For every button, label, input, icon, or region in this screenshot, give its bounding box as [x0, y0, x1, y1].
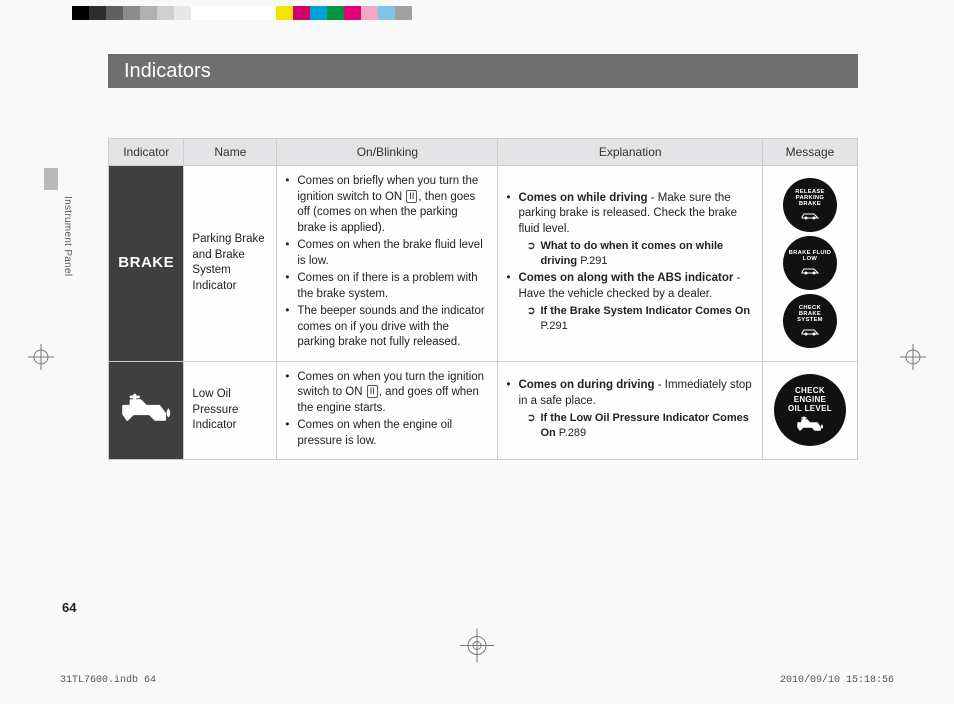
- color-swatch: [344, 6, 361, 20]
- car-icon: [800, 265, 820, 277]
- list-item: The beeper sounds and the indicator come…: [285, 304, 489, 351]
- color-swatch: [259, 6, 276, 20]
- list-item: Comes on when the brake fluid level is l…: [285, 238, 489, 269]
- brake-icon: BRAKE: [118, 254, 174, 271]
- oil-can-icon: [795, 416, 825, 434]
- color-swatch: [378, 6, 395, 20]
- oil-can-icon: [117, 393, 175, 427]
- color-swatch: [395, 6, 412, 20]
- list-item: Comes on when the engine oil pressure is…: [285, 418, 489, 449]
- color-swatch: [140, 6, 157, 20]
- column-header: Indicator: [109, 139, 184, 166]
- page-reference: If the Brake System Indicator Comes On P…: [518, 304, 753, 334]
- car-icon: [800, 210, 820, 222]
- column-header: On/Blinking: [277, 139, 498, 166]
- color-swatch: [72, 6, 89, 20]
- car-icon: [800, 326, 820, 338]
- list-item: Comes on while driving - Make sure the p…: [506, 191, 753, 269]
- crop-mark-center: [460, 629, 494, 668]
- indicators-table: IndicatorNameOn/BlinkingExplanationMessa…: [108, 138, 858, 460]
- on-blinking-cell: Comes on briefly when you turn the ignit…: [277, 166, 498, 362]
- color-swatch: [123, 6, 140, 20]
- crop-mark-right: [900, 344, 926, 370]
- message-cell: CHECKENGINEOIL LEVEL: [762, 361, 857, 460]
- color-swatch: [242, 6, 259, 20]
- on-blinking-cell: Comes on when you turn the ignition swit…: [277, 361, 498, 460]
- color-swatch: [89, 6, 106, 20]
- list-item: Comes on briefly when you turn the ignit…: [285, 174, 489, 236]
- color-swatch: [361, 6, 378, 20]
- indicator-name: Low Oil Pressure Indicator: [184, 361, 277, 460]
- crop-mark-left: [28, 344, 54, 370]
- print-color-bar: [72, 6, 412, 20]
- color-swatch: [327, 6, 344, 20]
- indicator-cell: BRAKE: [109, 166, 184, 362]
- column-header: Message: [762, 139, 857, 166]
- table-header-row: IndicatorNameOn/BlinkingExplanationMessa…: [109, 139, 858, 166]
- color-swatch: [225, 6, 242, 20]
- footer-timestamp: 2010/09/10 15:18:56: [780, 675, 894, 686]
- color-swatch: [157, 6, 174, 20]
- list-item: Comes on if there is a problem with the …: [285, 271, 489, 302]
- table-body: BRAKE Parking Brake and Brake System Indi…: [109, 166, 858, 460]
- message-disc: BRAKE FLUIDLOW: [783, 236, 837, 290]
- color-swatch: [276, 6, 293, 20]
- ignition-position-icon: II: [367, 385, 378, 398]
- page-reference: If the Low Oil Pressure Indicator Comes …: [518, 411, 753, 441]
- column-header: Explanation: [498, 139, 762, 166]
- list-item: Comes on along with the ABS indicator - …: [506, 271, 753, 334]
- color-swatch: [310, 6, 327, 20]
- section-tab: [44, 168, 58, 190]
- message-disc: CHECKBRAKESYSTEM: [783, 294, 837, 348]
- list-item: Comes on during driving - Immediately st…: [506, 378, 753, 441]
- page-number: 64: [62, 600, 76, 615]
- page-reference: What to do when it comes on while drivin…: [518, 239, 753, 269]
- indicator-cell: [109, 361, 184, 460]
- color-swatch: [208, 6, 225, 20]
- message-disc: CHECKENGINEOIL LEVEL: [774, 374, 846, 446]
- page-title-text: Indicators: [124, 60, 211, 83]
- list-item: Comes on when you turn the ignition swit…: [285, 370, 489, 417]
- color-swatch: [174, 6, 191, 20]
- color-swatch: [293, 6, 310, 20]
- page-title: Indicators: [108, 54, 858, 88]
- indicator-name: Parking Brake and Brake System Indicator: [184, 166, 277, 362]
- explanation-cell: Comes on while driving - Make sure the p…: [498, 166, 762, 362]
- section-label: Instrument Panel: [62, 196, 73, 276]
- color-swatch: [106, 6, 123, 20]
- color-swatch: [191, 6, 208, 20]
- footer-file: 31TL7600.indb 64: [60, 675, 156, 686]
- explanation-cell: Comes on during driving - Immediately st…: [498, 361, 762, 460]
- column-header: Name: [184, 139, 277, 166]
- table-row: BRAKE Parking Brake and Brake System Indi…: [109, 166, 858, 362]
- table-row: Low Oil Pressure IndicatorComes on when …: [109, 361, 858, 460]
- message-disc: RELEASEPARKINGBRAKE: [783, 178, 837, 232]
- message-cell: RELEASEPARKINGBRAKE BRAKE FLUIDLOW CHECK…: [762, 166, 857, 362]
- ignition-position-icon: II: [406, 190, 417, 203]
